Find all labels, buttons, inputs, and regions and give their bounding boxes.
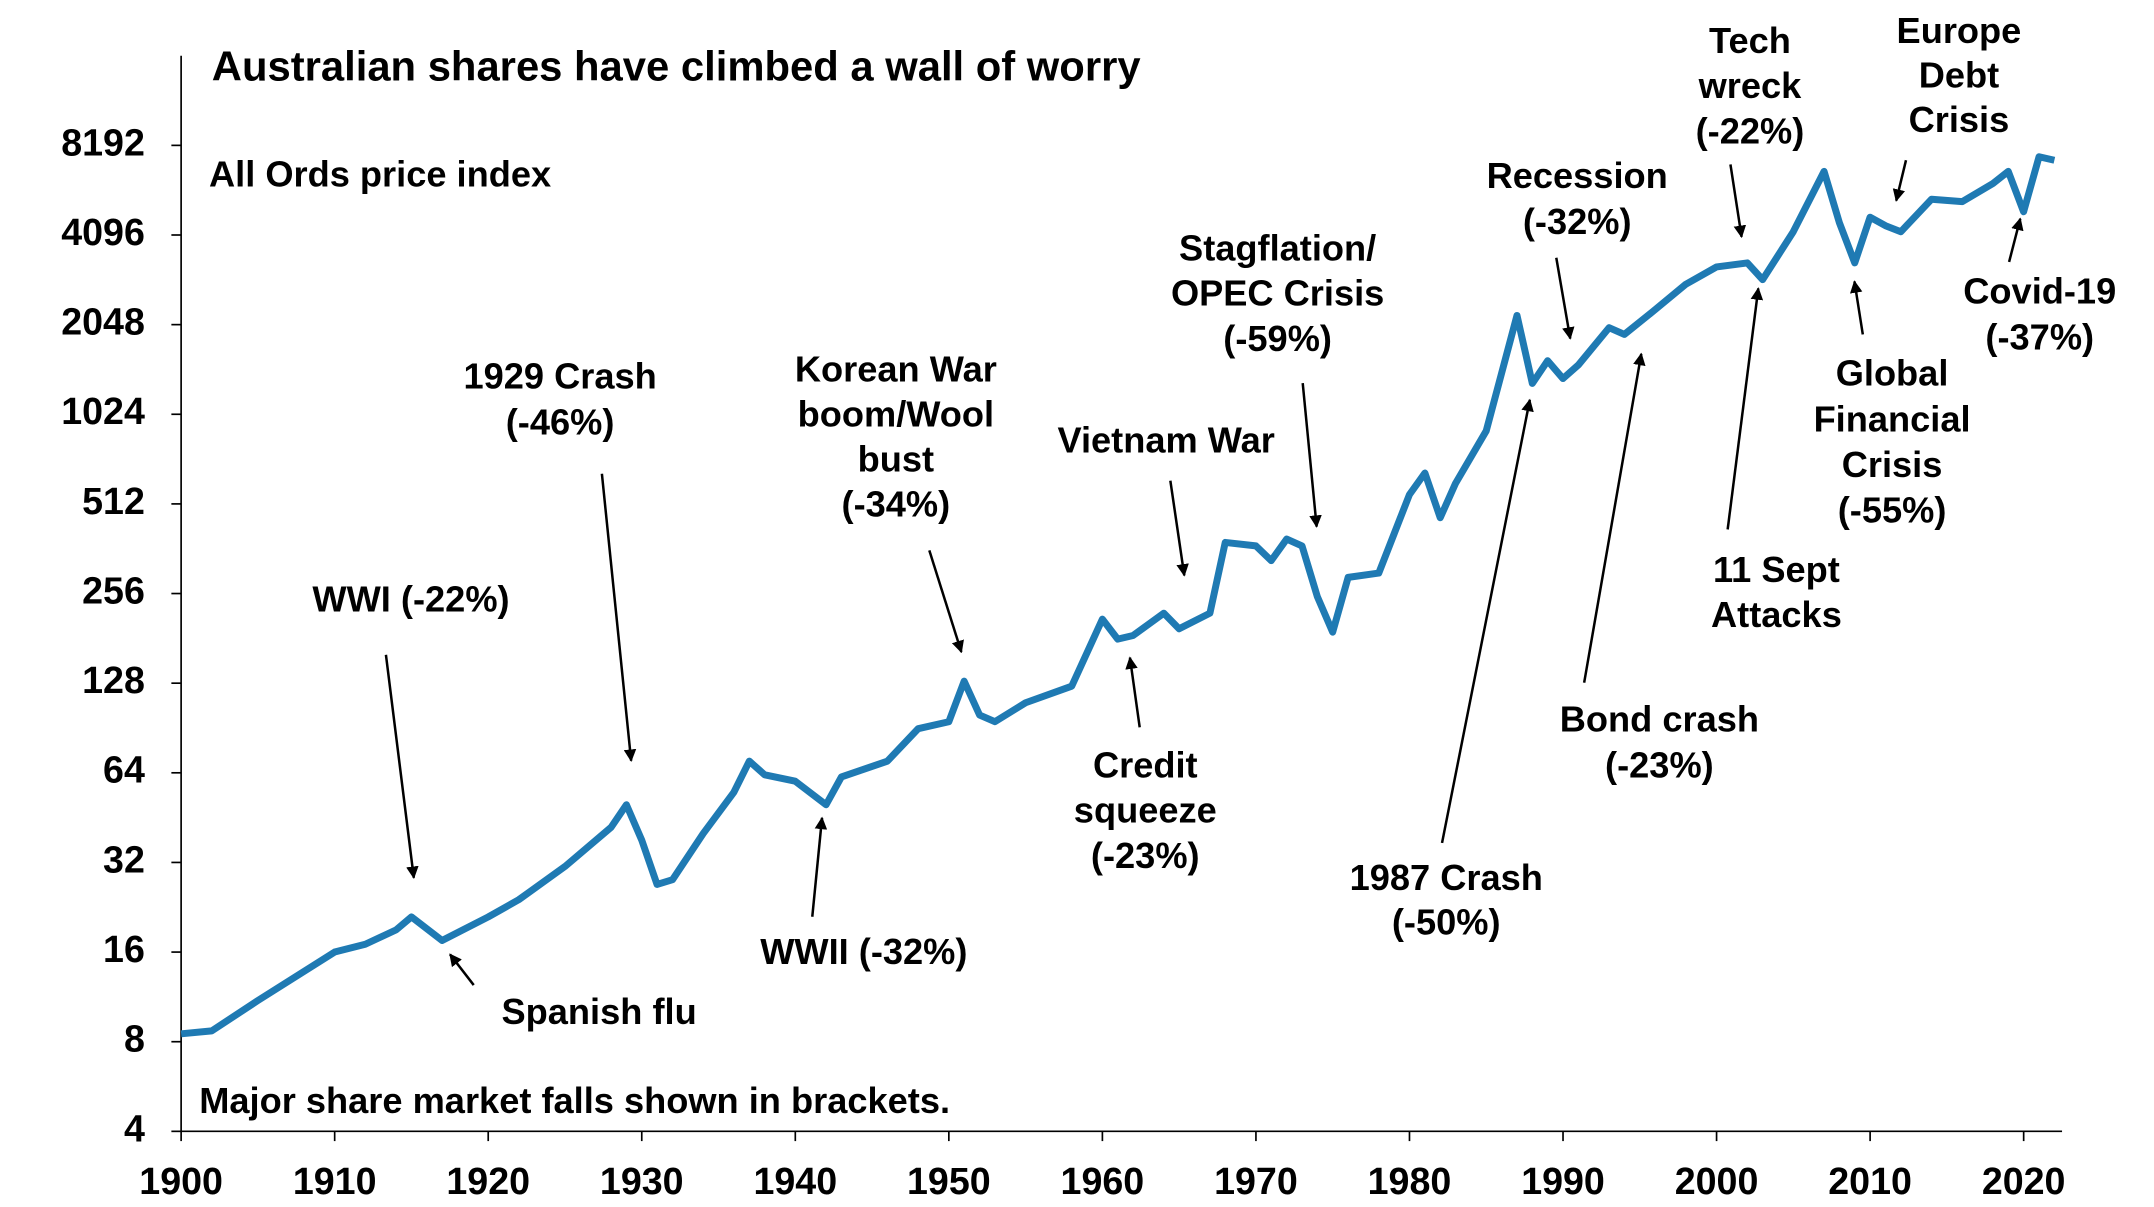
- annotation: Tech: [1709, 20, 1791, 61]
- annotation: (-32%): [1523, 201, 1632, 242]
- chart-title: Australian shares have climbed a wall of…: [212, 43, 1142, 90]
- annotation-arrow: [1169, 480, 1189, 577]
- x-tick-label: 2020: [1982, 1160, 2066, 1202]
- subtitle: All Ords price index: [209, 154, 551, 195]
- annotation: (-23%): [1605, 744, 1714, 785]
- annotation: Korean War: [795, 349, 997, 390]
- annotation: Credit: [1093, 744, 1198, 785]
- y-tick-label: 4: [124, 1107, 145, 1149]
- x-tick-label: 1930: [600, 1160, 684, 1202]
- y-tick-label: 32: [103, 838, 145, 880]
- annotation: Vietnam War: [1057, 420, 1274, 461]
- annotation: Crisis: [1909, 99, 2010, 140]
- annotation: WWI (-22%): [312, 578, 509, 619]
- annotation-arrow: [449, 953, 475, 986]
- annotation: (-37%): [1985, 317, 2094, 358]
- y-tick-label: 16: [103, 928, 145, 970]
- annotation: Bond crash: [1560, 698, 1759, 739]
- annotation: Global: [1836, 353, 1949, 394]
- x-tick-label: 1980: [1368, 1160, 1452, 1202]
- annotation: (-55%): [1838, 489, 1947, 530]
- annotation: Debt: [1919, 55, 1999, 96]
- annotation: bust: [858, 439, 934, 480]
- annotation: WWII (-32%): [760, 931, 967, 972]
- annotation: 11 Sept: [1713, 549, 1840, 590]
- annotation: 1929 Crash: [463, 356, 656, 397]
- annotation: Financial: [1814, 398, 1971, 439]
- footnote: Major share market falls shown in bracke…: [199, 1080, 950, 1121]
- annotation-arrow: [1301, 383, 1322, 528]
- x-tick-label: 2010: [1828, 1160, 1912, 1202]
- annotation-arrow: [1555, 257, 1575, 340]
- annotation: wreck: [1698, 65, 1803, 106]
- annotation-arrow: [1582, 352, 1646, 683]
- y-tick-label: 8192: [61, 121, 145, 163]
- annotation: (-23%): [1091, 835, 1200, 876]
- x-tick-label: 2000: [1675, 1160, 1759, 1202]
- annotation-arrow: [1892, 159, 1908, 202]
- x-tick-label: 1950: [907, 1160, 991, 1202]
- annotation-arrow: [811, 816, 828, 917]
- annotation: Stagflation/: [1179, 227, 1376, 268]
- annotation-arrow: [1440, 398, 1534, 844]
- annotation-arrow: [384, 654, 419, 880]
- annotation: squeeze: [1074, 790, 1217, 831]
- price-line: [180, 153, 2056, 1038]
- y-tick-label: 512: [82, 480, 145, 522]
- annotation: (-46%): [506, 402, 615, 443]
- x-tick-label: 1990: [1521, 1160, 1605, 1202]
- annotation: Europe: [1897, 10, 2022, 51]
- y-tick-label: 2048: [61, 301, 145, 343]
- annotation: Covid-19: [1963, 271, 2116, 312]
- annotation: Recession: [1487, 155, 1668, 196]
- x-tick-label: 1940: [753, 1160, 837, 1202]
- annotation-arrow: [1729, 164, 1747, 239]
- x-tick-label: 1970: [1214, 1160, 1298, 1202]
- annotation-arrow: [600, 473, 637, 762]
- annotation: (-59%): [1223, 318, 1332, 359]
- y-tick-label: 1024: [61, 390, 145, 432]
- annotation: 1987 Crash: [1350, 857, 1543, 898]
- y-tick-label: 4096: [61, 211, 145, 253]
- x-tick-label: 1920: [446, 1160, 530, 1202]
- annotation: (-34%): [842, 484, 951, 525]
- x-tick-label: 1900: [139, 1160, 223, 1202]
- annotation: Spanish flu: [502, 991, 697, 1032]
- y-tick-label: 128: [82, 659, 145, 701]
- y-tick-label: 8: [124, 1018, 145, 1060]
- annotation: (-22%): [1696, 110, 1805, 151]
- annotation: boom/Wool: [798, 394, 994, 435]
- annotation-arrow: [928, 549, 964, 654]
- y-tick-label: 256: [82, 569, 145, 611]
- annotation-arrow: [1726, 287, 1764, 530]
- annotation: Attacks: [1711, 594, 1842, 635]
- annotation: (-50%): [1392, 902, 1501, 943]
- x-tick-label: 1910: [293, 1160, 377, 1202]
- annotation-arrow: [1125, 656, 1141, 728]
- y-tick-label: 64: [103, 749, 145, 791]
- annotation-arrow: [2007, 217, 2024, 263]
- x-tick-label: 1960: [1061, 1160, 1145, 1202]
- annotation: OPEC Crisis: [1171, 273, 1384, 314]
- annotation: Crisis: [1842, 444, 1943, 485]
- annotation-arrow: [1850, 280, 1865, 335]
